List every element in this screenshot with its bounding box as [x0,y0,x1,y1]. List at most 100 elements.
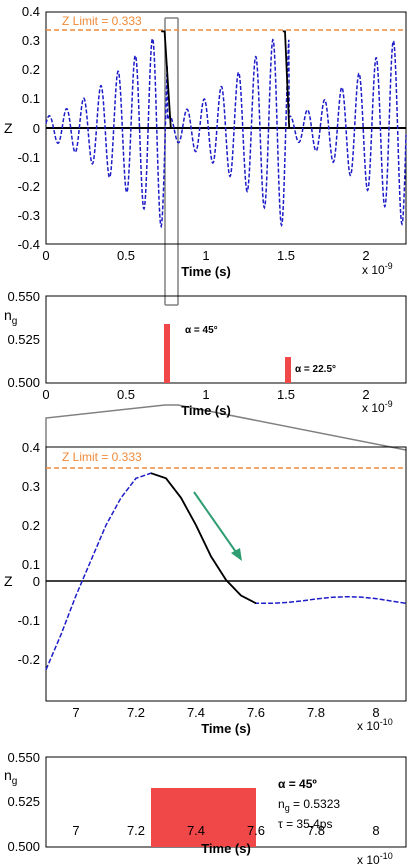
y-tick-label: -0.1 [18,150,40,165]
x-tick-label: 7.6 [247,705,265,720]
panel-z-full: Z Limit = 0.333 0.4 0.3 0.2 0.1 0 -0.1 -… [4,4,407,279]
x-tick-label: 1 [202,387,209,402]
alpha-value: α = 45º [278,777,317,791]
x-tick-label: 7.4 [187,823,205,838]
alpha-annotation-1: α = 45° [185,325,218,336]
y-axis-label: Z [4,120,13,136]
x-tick-label: 2 [362,387,369,402]
y-tick-label: -0.4 [18,237,40,252]
ng-label-sub: g [12,776,18,787]
decay-arrow-shaft [193,491,239,556]
wave-dashed [45,37,407,229]
x-axis-label: Time (s) [201,841,251,856]
x-exponent-power: -10 [380,851,393,861]
y-tick-label: 0.2 [22,518,40,533]
x-tick-label: 7.2 [127,705,145,720]
x-tick-label: 0.5 [117,387,135,402]
x-tick-label: 1 [202,248,209,263]
ng-value-prefix: n [278,797,285,811]
y-tick-label: 0.1 [22,91,40,106]
x-exponent-power: -9 [385,399,393,409]
y-tick-label: 0.2 [22,62,40,77]
bar-info: α = 45º ng = 0.5323 τ = 35.4ps [278,777,340,831]
x-tick-label: 1.5 [277,248,295,263]
y-axis-label: Z [4,573,13,589]
y-ticks: 0.550 0.525 0.500 [7,289,40,390]
plot-frame [45,295,407,384]
x-tick-label: 7.2 [127,823,145,838]
wave-solid-segment [150,472,257,605]
x-tick-label: 2 [362,248,369,263]
y-tick-label: 0.550 [7,289,40,304]
y-axis-label: ng [4,767,17,787]
x-axis-label: Time (s) [181,403,231,418]
ng-value: ng = 0.5323 [278,797,340,813]
x-ticks: 0 0.5 1 1.5 2 [42,387,369,402]
alpha-annotation-2: α = 22.5° [295,364,336,375]
x-tick-label: 7.8 [307,705,325,720]
y-tick-label: 0 [33,574,40,589]
x-exponent-power: -9 [385,261,393,271]
x-exponent: x 10-9 [362,261,393,277]
x-exponent-base: x 10 [357,719,380,733]
x-ticks: 0 0.5 1 1.5 2 [42,248,369,263]
x-tick-label: 7 [72,823,79,838]
ng-bar-1 [164,324,170,383]
x-tick-label: 7.4 [187,705,205,720]
y-tick-label: 0.4 [22,440,40,455]
x-tick-label: 0 [42,387,49,402]
x-exponent-base: x 10 [362,401,385,415]
y-ticks: 0.4 0.3 0.2 0.1 0 -0.1 -0.2 -0.3 -0.4 [18,4,40,252]
x-ticks: 7 7.2 7.4 7.6 7.8 8 [72,705,379,720]
x-tick-label: 8 [372,705,379,720]
x-tick-label: 7 [72,705,79,720]
panel-ng-full: α = 45° α = 22.5° 0.550 0.525 0.500 ng 0… [4,289,407,418]
wave-dashed [45,472,407,670]
y-ticks: 0.4 0.3 0.2 0.1 0 -0.1 -0.2 [18,440,40,667]
wave-segment-2 [282,30,291,129]
y-tick-label: 0.3 [22,479,40,494]
y-tick-label: 0.525 [7,332,40,347]
x-exponent: x 10-9 [362,399,393,415]
ng-value-number: = 0.5323 [290,797,341,811]
x-tick-label: 7.8 [307,823,325,838]
x-ticks: 7 7.2 7.4 7.6 7.8 8 [72,823,379,838]
ng-value-sub: g [285,803,290,813]
x-axis-label: Time (s) [201,721,251,736]
x-tick-label: 8 [372,823,379,838]
x-exponent: x 10-10 [357,717,393,733]
decay-arrow-head [231,548,242,561]
ng-label-sub: g [12,316,18,327]
y-ticks: 0.550 0.525 0.500 [7,750,40,854]
x-tick-label: 7.6 [247,823,265,838]
x-exponent-base: x 10 [357,853,380,867]
tau-value: τ = 35.4ps [278,817,332,831]
ng-bar [151,788,256,847]
x-tick-label: 0 [42,248,49,263]
y-tick-label: 0.525 [7,794,40,809]
y-tick-label: -0.2 [18,179,40,194]
y-tick-label: 0.500 [7,375,40,390]
plot-frame [45,446,407,702]
x-tick-label: 1.5 [277,387,295,402]
y-tick-label: -0.3 [18,208,40,223]
panel-ng-zoom: α = 45º ng = 0.5323 τ = 35.4ps 0.550 0.5… [4,750,407,867]
y-axis-label: ng [4,307,17,327]
x-exponent-power: -10 [380,717,393,727]
y-tick-label: 0.500 [7,839,40,854]
wave-segment-1 [161,30,172,129]
y-tick-label: 0 [33,121,40,136]
ng-bar-2 [285,357,291,383]
ng-label: n [4,307,12,323]
ng-label: n [4,767,12,783]
zoom-trapezoid [45,404,407,451]
y-tick-label: 0.550 [7,750,40,765]
x-exponent-base: x 10 [362,263,385,277]
y-tick-label: -0.1 [18,613,40,628]
y-tick-label: -0.2 [18,652,40,667]
y-tick-label: 0.1 [22,557,40,572]
y-tick-label: 0.3 [22,33,40,48]
x-tick-label: 0.5 [117,248,135,263]
zoom-connectors [45,17,407,451]
